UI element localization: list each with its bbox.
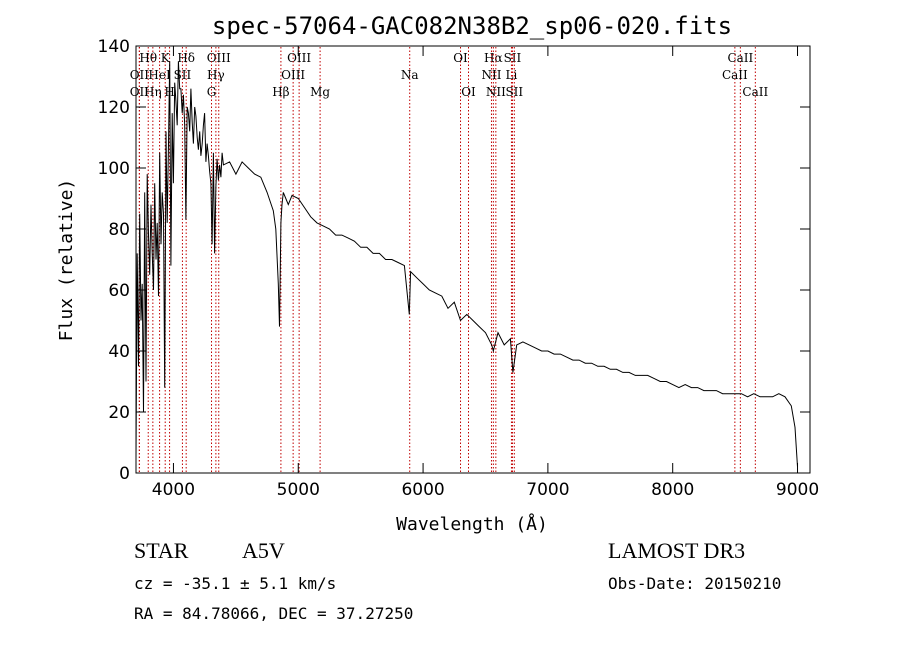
axis-ticks: 4000 5000 6000 7000 8000 9000 0 20 40 60 80 100 120 1…: [98, 37, 820, 500]
observation-date: Obs-Date: 20150210: [608, 574, 782, 593]
line-marker-label: CaII: [727, 51, 753, 65]
line-marker-label: Hα: [484, 51, 503, 65]
redshift-velocity: cz = -35.1 ± 5.1 km/s: [134, 574, 337, 593]
line-marker-label: NII: [481, 68, 501, 82]
line-marker-label: K: [161, 51, 171, 65]
line-marker-label: Li: [506, 68, 518, 82]
object-class: STAR: [134, 538, 189, 563]
y-tick-label: 120: [98, 98, 130, 118]
line-marker-label: Hβ: [272, 85, 289, 99]
survey-name: LAMOST DR3: [608, 538, 746, 563]
line-marker-label: SII: [505, 85, 523, 99]
x-tick-label: 9000: [776, 480, 819, 500]
x-tick-label: 8000: [651, 480, 694, 500]
y-axis-label: Flux (relative): [56, 179, 77, 342]
line-marker-label: Na: [401, 68, 419, 82]
line-marker-label: OI: [461, 85, 476, 99]
y-tick-label: 100: [98, 159, 130, 179]
plot-frame: [135, 45, 811, 474]
object-subclass: A5V: [242, 538, 285, 563]
line-marker-label: CaII: [742, 85, 768, 99]
line-marker-label: Mg: [310, 85, 330, 99]
line-marker-label: OI: [453, 51, 468, 65]
line-marker-label: OIII: [287, 51, 311, 65]
line-marker-label: OII: [130, 85, 150, 99]
line-marker-label: Hη: [144, 85, 162, 99]
y-tick-label: 60: [108, 281, 130, 301]
y-tick-label: 140: [98, 37, 130, 57]
line-marker-label: OIII: [281, 68, 305, 82]
y-tick-label: 20: [108, 403, 130, 423]
x-tick-label: 7000: [526, 480, 569, 500]
line-marker-label: Hδ: [177, 51, 195, 65]
y-tick-label: 0: [119, 464, 130, 484]
line-marker-label: SII: [174, 68, 192, 82]
spectrum-line: [135, 61, 798, 467]
line-marker-label: Hθ: [139, 51, 157, 65]
line-marker-label: CaII: [722, 68, 748, 82]
line-marker-label: OIII: [207, 51, 231, 65]
line-marker-label: Hγ: [207, 68, 225, 82]
y-tick-label: 40: [108, 342, 130, 362]
y-tick-label: 80: [108, 220, 130, 240]
line-marker-label: NII: [486, 85, 506, 99]
x-tick-label: 5000: [277, 480, 320, 500]
line-marker-label: G: [207, 85, 217, 99]
sky-coordinates: RA = 84.78066, DEC = 37.27250: [134, 604, 414, 623]
chart-title: spec-57064-GAC082N38B2_sp06-020.fits: [212, 12, 732, 40]
x-tick-label: 6000: [401, 480, 444, 500]
line-marker-label: SII: [504, 51, 522, 65]
x-tick-label: 4000: [152, 480, 195, 500]
line-marker-label: HeI: [148, 68, 171, 82]
x-axis-label: Wavelength (Å): [396, 513, 548, 535]
